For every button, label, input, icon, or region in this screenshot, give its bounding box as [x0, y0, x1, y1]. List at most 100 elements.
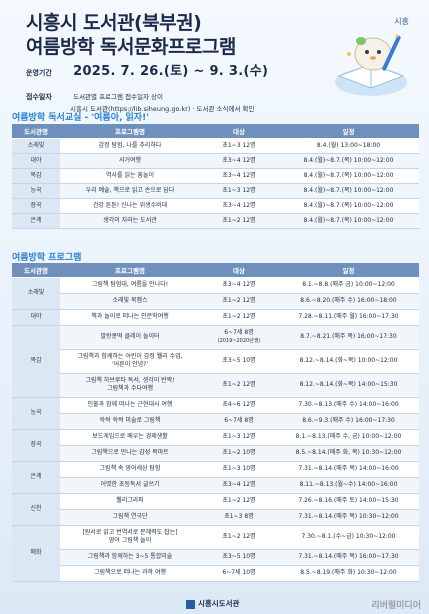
schedule-cell: 8.4.(월)~8.7.(목) 10:00~12:00 [278, 183, 419, 199]
period-value: 2025. 7. 26.(토) ~ 9. 3.(수) [73, 64, 269, 79]
reading-class-table: 도서관명 프로그램명 대상 일정 소래빛 감정 탐험, 나를 추리하다 초1~3 1… [12, 124, 419, 229]
page-subtitle: 여름방학 독서문화프로그램 [26, 36, 236, 58]
program-cell: 그림책 하브루타 독서, 생각이 반짝! 그림책과 수다여행 [60, 373, 200, 398]
schedule-cell: 7.31.~8.14.(매주 목) 16:00~17:30 [278, 549, 419, 566]
apply-label: 접수일자 [26, 93, 52, 101]
table-row: 목감 역사를 읽는 흥놀이 초3~4 12명 8.4.(월)~8.7.(목) 10:0… [12, 168, 419, 184]
table-row: 장곡 보드게임으로 배우는 경제생활 초1~3 12명 8.1.~8.13.(매주 수… [12, 429, 419, 462]
footer-logo: 시흥시도서관 [186, 598, 239, 609]
mascot-illustration [335, 34, 407, 96]
program-name: 웰리그라피 [116, 497, 144, 504]
period-row: 운영기간 2025. 7. 26.(토) ~ 9. 3.(수) [26, 60, 268, 79]
target-text: 초1~3 8명 [224, 513, 254, 520]
program-cell: 쓱싹 쓱싹 미술로 그림책 [60, 413, 200, 430]
target-text: 초3~4 12명 [222, 281, 256, 288]
col-header-target: 대상 [200, 263, 278, 278]
target-text: 초1~2 12명 [222, 313, 256, 320]
program-cell: 서거여행 [60, 153, 200, 169]
table-row: 그림책 하브루타 독서, 생각이 반짝! 그림책과 수다여행 초1~2 12명 8.1… [12, 373, 419, 398]
col-header-program: 프로그램명 [60, 263, 200, 278]
program-cell: 그림책으로 떠나는 과학 여행 [60, 565, 200, 582]
program-cell: 말랑콩떡 클레이 놀이터 [60, 325, 200, 350]
schedule-cell: 8.7.~8.21.(매주 목) 16:00~17:30 [278, 325, 419, 350]
col-header-library: 도서관명 [12, 263, 60, 278]
program-name: 인물과 함께 떠나는 근현대사 여행 [87, 401, 173, 408]
program-cell: 그림책 속 영어세상 탐험 [60, 461, 200, 478]
schedule-cell: 7.30.~8.1.(수~금) 10:30~12:00 [278, 525, 419, 550]
table-row: 대야 서거여행 초3~4 12명 8.4.(월)~8.7.(목) 10:00~12:0… [12, 153, 419, 169]
schedule-cell: 8.4.(월) 13:00~18:00 [278, 138, 419, 154]
target-cell: 초1~3 10명 [200, 461, 278, 478]
schedule-cell: 8.4.(월)~8.7.(목) 10:00~12:00 [278, 168, 419, 184]
col-header-target: 대상 [200, 124, 278, 139]
target-cell: 초3~4 12명 [200, 277, 278, 294]
target-cell: 초3~4 12명 [200, 168, 278, 184]
program-name: 그림책으로 떠나는 과학 여행 [94, 569, 166, 576]
apply-detail: 시흥시 도서관(https://lib.siheung.go.kr) · 도서관… [70, 105, 255, 113]
col-header-library: 도서관명 [12, 124, 60, 139]
schedule-cell: 8.4.(월)~8.7.(목) 10:00~12:00 [278, 213, 419, 229]
schedule-cell: 7.28.~8.11.(매주 월) 16:00~17:30 [278, 309, 419, 326]
apply-row: 접수일자 도서관별 프로그램 접수일자 상이 [26, 84, 163, 103]
schedule-cell: 7.31.~8.14.(매주 목) 14:00~16:00 [278, 461, 419, 478]
program-cell: 책과 놀이로 떠나는 인문학여행 [60, 309, 200, 326]
table-row: 대야 책과 놀이로 떠나는 인문학여행 초1~2 12명 7.28.~8.11.(매주… [12, 309, 419, 326]
target-cell: 6~7세 10명 [200, 565, 278, 582]
col-header-schedule: 일정 [278, 124, 419, 139]
table-row: 매화 [원서로 읽고 번역서로 문해력도 잡는] 영어 그림책 놀이 초1~2 12명… [12, 525, 419, 582]
program-name-sub: 영어 그림책 놀이 [108, 537, 152, 544]
table-row: 은계 그림책 속 영어세상 탐험 초1~3 10명 7.31.~8.14.(매주 목)… [12, 461, 419, 494]
program-cell: 건강 튼튼! 신나는 위생수비대 [60, 198, 200, 214]
section-title-summer-programs: 여름방학 프로그램 [12, 253, 82, 263]
table-row: 쓱싹 쓱싹 미술로 그림책 6~7세 8명 8.6.~9.3.(매주 수) 16:0… [12, 413, 419, 430]
program-cell: 웰리그라피 [60, 493, 200, 510]
target-text: 초1~2 12명 [222, 533, 256, 540]
schedule-cell: 8.11.~8.13.(월~수) 14:00~16:00 [278, 477, 419, 494]
target-cell: 초1~2 12명 [200, 213, 278, 229]
schedule-cell: 8.4.(월)~8.7.(목) 10:00~12:00 [278, 198, 419, 214]
target-cell: 초3~4 12명 [200, 477, 278, 494]
program-cell: 역사를 읽는 흥놀이 [60, 168, 200, 184]
col-header-schedule: 일정 [278, 263, 419, 278]
target-cell: 초1~2 12명 [200, 493, 278, 510]
program-name: 그림책과 함께하는 3~5 통합미술 [87, 553, 173, 560]
table-row: 어엿한 초등독서 글쓰기 초3~4 12명 8.11.~8.13.(월~수) 14:… [12, 477, 419, 494]
target-cell: 초1~3 12명 [200, 429, 278, 446]
target-cell: 초3~4 12명 [200, 198, 278, 214]
watermark: 리버럴미디어 [371, 601, 421, 611]
library-cell: 소래빛 [12, 138, 60, 154]
schedule-cell: 8.1.~8.8.(매주 금) 10:00~12:00 [278, 277, 419, 294]
table-row: 신천 웰리그라피 초1~2 12명 7.26.~8.16.(매주 토) 14:00~1… [12, 493, 419, 526]
target-cell: 초1~3 12명 [200, 138, 278, 154]
program-cell: [원서로 읽고 번역서로 문해력도 잡는] 영어 그림책 놀이 [60, 525, 200, 550]
table-row: 목감 말랑콩떡 클레이 놀이터 6~7세 8명 (2019~2020년생) 8.7.~8… [12, 325, 419, 398]
program-name: 어엿한 초등독서 글쓰기 [100, 481, 160, 488]
table-row: 소래빛 감정 탐험, 나를 추리하다 초1~3 12명 8.4.(월) 13:00~1… [12, 138, 419, 154]
library-cell: 은계 [12, 461, 60, 494]
program-cell: 보드게임으로 배우는 경제생활 [60, 429, 200, 446]
apply-value: 도서관별 프로그램 접수일자 상이 [73, 93, 164, 101]
schedule-cell: 8.6.~8.20.(매주 수) 16:00~18:00 [278, 293, 419, 310]
program-cell: 그림책으로 만나는 감성 목마트 [60, 445, 200, 462]
target-cell: 6~7세 8명 [200, 413, 278, 430]
apply-detail-row: 시흥시 도서관(https://lib.siheung.go.kr) · 도서관… [70, 96, 255, 115]
program-name: 소래빛 북캠스 [112, 297, 148, 304]
schedule-cell: 8.1.~8.13.(매주 수, 금) 10:00~12:00 [278, 429, 419, 446]
table-row: 은계 생각이 자라는 도서관 초1~2 12명 8.4.(월)~8.7.(목) 10:… [12, 213, 419, 229]
target-text: 6~7세 8명 [224, 329, 254, 336]
program-name: 말랑콩떡 클레이 놀이터 [100, 333, 160, 340]
target-cell: 초1~3 8명 [200, 509, 278, 526]
target-text: 초1~2 12명 [222, 297, 256, 304]
library-cell: 장곡 [12, 429, 60, 462]
table-row: 그림책과 함께하는 어린이 감정 웰리 수업, '어른이 안녕?' 초3~5 10명… [12, 349, 419, 374]
target-text: 6~7세 10명 [222, 569, 256, 576]
program-name-sub: '어른이 안녕?' [112, 361, 148, 368]
program-cell: 감정 탐험, 나를 추리하다 [60, 138, 200, 154]
library-cell: 능곡 [12, 397, 60, 430]
program-name: 책과 놀이로 떠나는 인문학여행 [91, 313, 169, 320]
program-name: 쓱싹 쓱싹 미술로 그림책 [99, 417, 161, 424]
program-name: 그림책과 함께하는 어린이 감정 웰리 수업, [77, 353, 183, 360]
summer-programs-table: 도서관명 프로그램명 대상 일정 소래빛 그림책 탐험대, 여름을 만나다! 초3~… [12, 263, 419, 582]
section-title-reading-class: 여름방학 독서교실 - '여름아, 읽자!' [12, 113, 149, 123]
target-cell: 초1~2 12명 [200, 309, 278, 326]
